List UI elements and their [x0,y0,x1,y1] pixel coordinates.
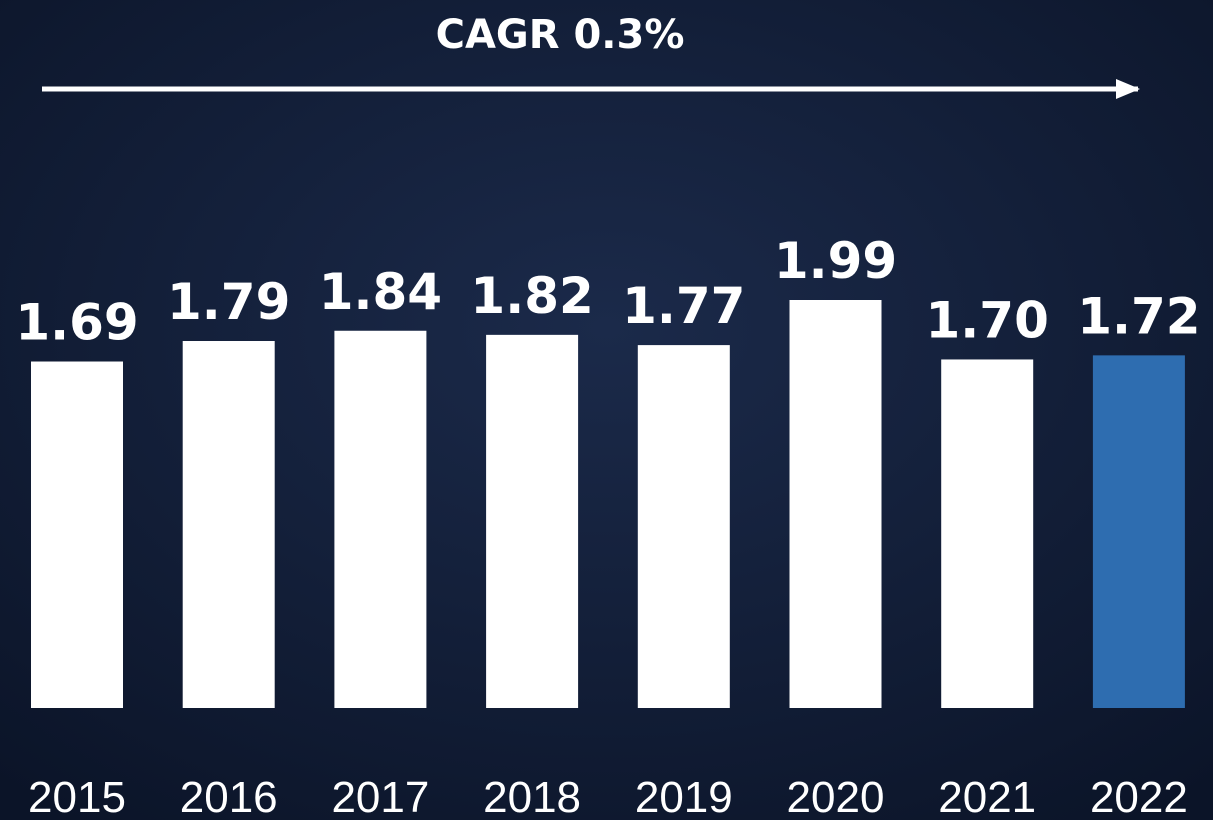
annotation: CAGR 0.3% [436,12,685,58]
value-label: 1.99 [774,232,897,290]
bar [334,330,427,708]
bar [182,341,275,708]
bar [789,300,882,708]
bar [486,334,579,708]
x-tick-label: 2018 [483,773,581,820]
bar [31,361,123,708]
x-tick-label: 2020 [787,773,885,820]
x-tick-label: 2019 [635,773,733,820]
value-label: 1.69 [15,294,138,352]
value-label: 1.70 [926,291,1049,349]
value-label: 1.84 [319,263,442,321]
x-tick-label: 2022 [1090,773,1188,820]
x-tick-label: 2016 [180,773,278,820]
bar [1092,355,1185,708]
x-tick-label: 2015 [28,773,126,820]
value-label: 1.79 [167,273,290,331]
arrow-head [1116,79,1140,99]
value-label: 1.82 [470,267,593,325]
value-label: 1.72 [1077,287,1200,345]
x-tick-label: 2021 [938,773,1036,820]
bar [637,345,730,708]
bar [941,359,1034,708]
value-label: 1.77 [622,277,745,335]
x-tick-label: 2017 [331,773,429,820]
